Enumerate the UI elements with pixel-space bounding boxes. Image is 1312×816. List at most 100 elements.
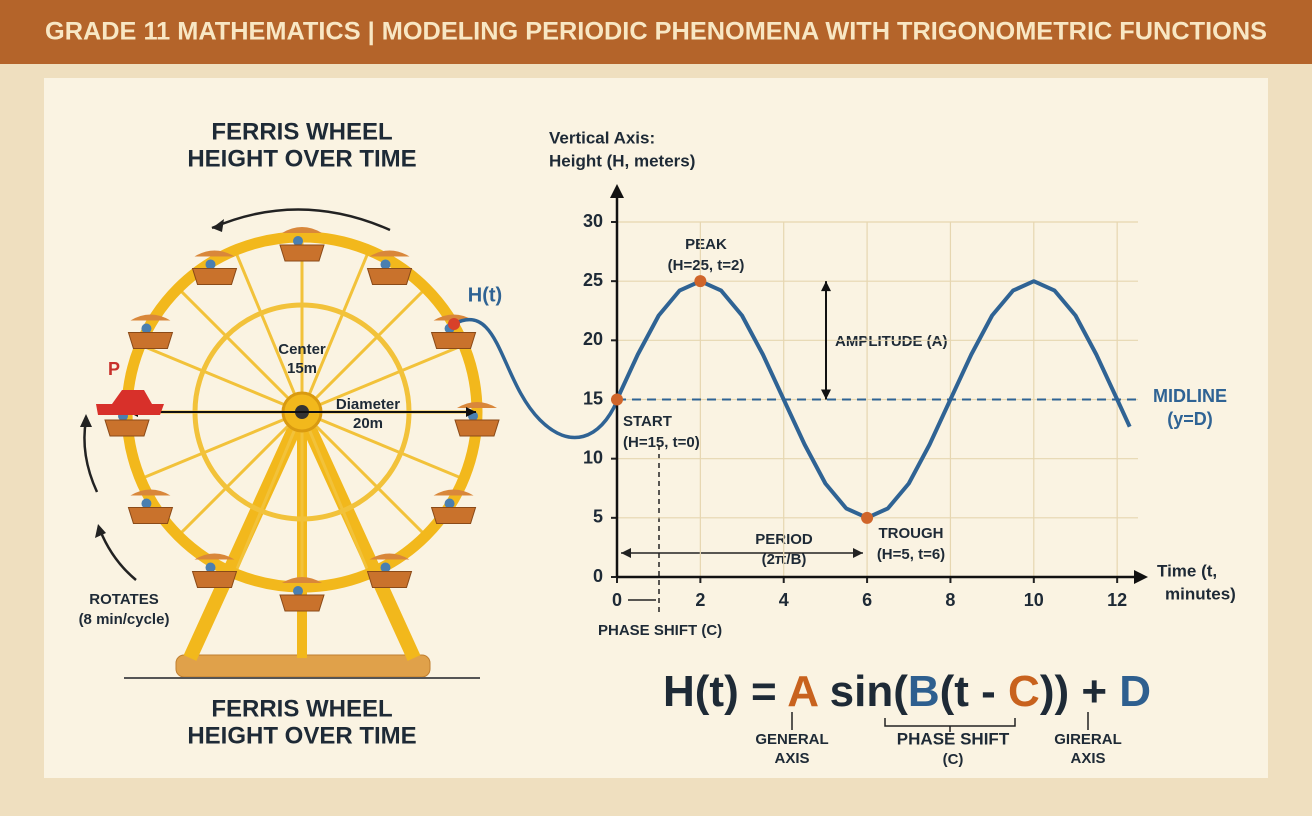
header-title: GRADE 11 MATHEMATICS | MODELING PERIODIC… [45, 18, 1267, 46]
spoke [139, 343, 303, 414]
gondola [430, 507, 477, 524]
gondola-roof [369, 250, 410, 257]
spoke [300, 287, 427, 414]
rider [380, 562, 391, 573]
gondola [104, 419, 150, 437]
rotates-label: ROTATES [89, 591, 158, 608]
formula-part: B [908, 667, 940, 716]
diameter-label: 20m [353, 415, 383, 432]
y-tick-label: 25 [583, 270, 603, 290]
spoke [300, 249, 371, 413]
y-tick-label: 10 [583, 447, 603, 467]
phase-shift-label: PHASE SHIFT (C) [598, 622, 722, 639]
ferris-wheel [80, 208, 500, 679]
spoke [233, 249, 304, 413]
gondola [191, 571, 238, 589]
x-axis-title: Time (t, [1157, 561, 1217, 580]
y-tick-label: 30 [583, 211, 603, 231]
wheel-title: HEIGHT OVER TIME [187, 722, 416, 749]
spoke [300, 410, 427, 537]
trough-label: TROUGH [879, 525, 944, 542]
rider [141, 498, 152, 509]
y-tick-label: 5 [593, 507, 603, 527]
formula-part: sin( [817, 667, 908, 716]
x-tick-label: 10 [1024, 590, 1044, 610]
wheel-title: HEIGHT OVER TIME [187, 145, 416, 172]
rider [293, 236, 303, 246]
gondola [430, 332, 477, 349]
spoke [233, 411, 304, 575]
gondola-roof [282, 227, 322, 233]
amplitude-label: AMPLITUDE (A) [835, 333, 948, 350]
gondola-roof [369, 553, 410, 560]
y-axis-arrow [610, 184, 624, 198]
gondola [366, 571, 413, 589]
peak-label: PEAK [685, 236, 727, 253]
gondola [279, 244, 325, 262]
rider [141, 323, 152, 334]
curve-label: H(t) [468, 284, 502, 306]
formula-part: (t - [940, 667, 1008, 716]
formula-note: (C) [943, 751, 964, 768]
rotates-label: (8 min/cycle) [79, 611, 170, 628]
rotation-arrow [211, 208, 391, 232]
start-label: (H=15, t=0) [623, 434, 700, 451]
gondola [279, 594, 325, 612]
gondola [127, 507, 174, 524]
rider [293, 586, 303, 596]
formula-note: AXIS [774, 750, 809, 767]
gondola-roof [457, 402, 497, 408]
key-point [694, 275, 707, 288]
gondola [127, 332, 174, 349]
y-axis-title: Vertical Axis: [549, 128, 655, 147]
point-label: P [108, 359, 120, 379]
car [96, 390, 164, 415]
gondola [191, 267, 238, 285]
spoke [177, 410, 304, 537]
spoke [301, 410, 465, 481]
trough-label: (H=5, t=6) [877, 546, 945, 563]
diameter-label: Diameter [336, 396, 400, 413]
spoke [177, 287, 304, 414]
gondola-roof [130, 489, 171, 496]
formula-note: GIRERAL [1054, 731, 1122, 748]
wheel-title: FERRIS WHEEL [211, 695, 392, 722]
midline-label: MIDLINE [1153, 386, 1227, 406]
peak-label: (H=25, t=2) [668, 257, 745, 274]
gondola-roof [433, 489, 474, 496]
formula: H(t) = A sin(B(t - C)) + D [663, 667, 1151, 716]
formula-note: GENERAL [755, 731, 828, 748]
note-bracket [884, 718, 1016, 732]
connector-curve [453, 317, 619, 440]
gondola-roof [130, 314, 171, 321]
x-tick-label: 4 [779, 590, 789, 610]
gondola [366, 267, 413, 285]
header-bar [0, 0, 1312, 64]
center-label: Center [278, 341, 326, 358]
key-point [611, 393, 623, 406]
leg [183, 409, 309, 661]
x-tick-label: 0 [612, 590, 622, 610]
gondola-roof [194, 250, 235, 257]
key-point [861, 511, 874, 524]
rider [205, 562, 216, 573]
arrow-head [80, 414, 92, 427]
x-tick-label: 12 [1107, 590, 1127, 610]
gondola [454, 419, 500, 437]
formula-part: D [1119, 667, 1151, 716]
wheel-point [448, 318, 460, 330]
y-axis-title: Height (H, meters) [549, 151, 695, 170]
start-label: START [623, 413, 672, 430]
formula-note: PHASE SHIFT [897, 729, 1010, 748]
spoke [301, 343, 465, 414]
x-tick-label: 6 [862, 590, 872, 610]
x-tick-label: 2 [695, 590, 705, 610]
rider [444, 498, 455, 509]
x-tick-label: 8 [945, 590, 955, 610]
rotation-arrow [98, 529, 137, 581]
leg [295, 409, 421, 661]
gondola-roof [282, 577, 322, 583]
formula-part: C [1008, 667, 1040, 716]
